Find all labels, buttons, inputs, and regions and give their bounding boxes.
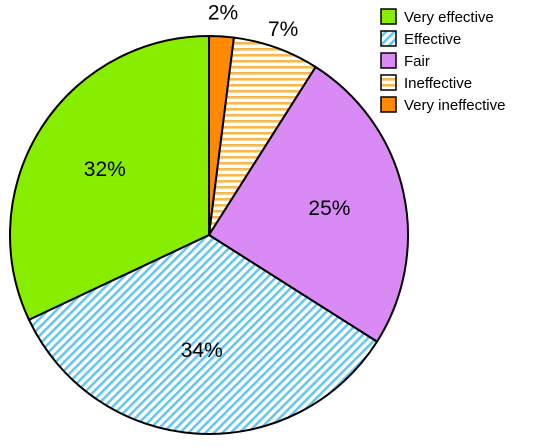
- legend-label-effective: Effective: [404, 31, 461, 48]
- slice-very-effective: [9, 34, 210, 322]
- legend-swatch-very-ineffective: [380, 96, 397, 113]
- slice-label-fair: 25%: [308, 197, 350, 220]
- slice-label-effective: 34%: [181, 339, 223, 362]
- legend-swatch-very-effective: [380, 8, 397, 25]
- legend-swatch-fair: [380, 52, 397, 69]
- slice-label-ineffective: 7%: [268, 18, 298, 41]
- legend-label-ineffective: Ineffective: [404, 75, 472, 92]
- slice-fair: [207, 65, 409, 344]
- legend-label-very-effective: Very effective: [404, 9, 494, 26]
- slice-label-very-effective: 32%: [84, 158, 126, 181]
- legend-swatch-effective: [380, 30, 397, 47]
- pie-slices: [9, 34, 409, 435]
- legend-label-very-ineffective: Very ineffective: [404, 97, 505, 114]
- slice-effective: [27, 233, 379, 435]
- slice-label-very-ineffective: 2%: [208, 2, 238, 25]
- legend-swatch-ineffective: [380, 74, 397, 91]
- pie-labels: 2% 7% 25% 34% 32%: [84, 2, 351, 363]
- legend-label-fair: Fair: [404, 53, 430, 70]
- legend: Very effective Effective Fair Ineffective Ve…: [380, 8, 505, 114]
